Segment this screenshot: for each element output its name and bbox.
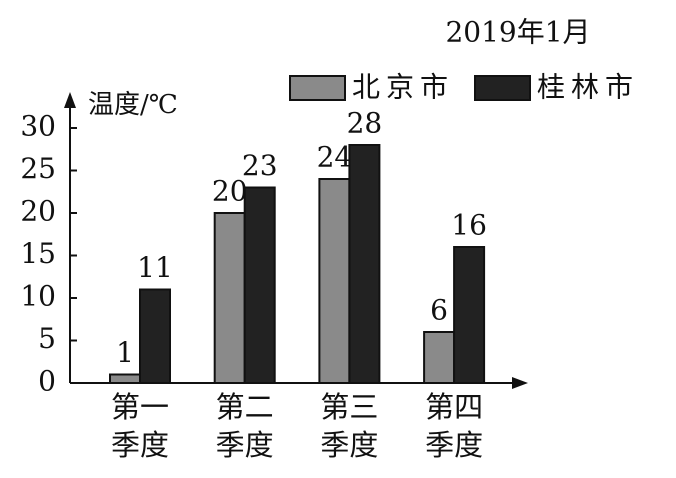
y-tick-label: 20 (20, 195, 56, 228)
y-tick-label: 15 (20, 237, 56, 270)
x-tick-label: 第四季度 (425, 390, 484, 462)
value-label: 6 (430, 294, 448, 327)
value-label: 24 (317, 141, 353, 174)
bar (453, 246, 486, 384)
value-label: 1 (116, 336, 134, 369)
value-label: 11 (137, 251, 173, 284)
y-tick-label: 0 (38, 365, 56, 398)
legend-label: 北京市 (352, 71, 454, 104)
y-tick-label: 30 (20, 110, 56, 143)
value-label: 16 (451, 209, 487, 242)
x-tick-label: 第三季度 (320, 390, 379, 462)
bar (243, 186, 276, 384)
bar (423, 331, 456, 384)
x-tick-label: 第一季度 (110, 390, 169, 462)
legend-label: 桂林市 (537, 71, 639, 104)
value-label: 28 (347, 107, 383, 140)
bar (213, 212, 246, 384)
bar (318, 178, 351, 384)
y-tick-label: 5 (38, 322, 56, 355)
x-axis-arrow (512, 377, 528, 389)
y-axis-label: 温度/℃ (88, 90, 178, 120)
x-tick-label: 第二季度 (215, 390, 274, 462)
y-axis-arrow (64, 92, 76, 108)
value-label: 20 (212, 175, 248, 208)
y-tick-label: 25 (20, 152, 56, 185)
bar (348, 144, 381, 384)
bar (139, 288, 171, 384)
y-tick-label: 10 (20, 280, 56, 313)
legend-swatch (474, 75, 531, 101)
bar (109, 373, 141, 384)
value-label: 23 (242, 149, 278, 182)
legend-swatch (289, 75, 346, 101)
chart-title: 2019年1月 (445, 16, 590, 49)
